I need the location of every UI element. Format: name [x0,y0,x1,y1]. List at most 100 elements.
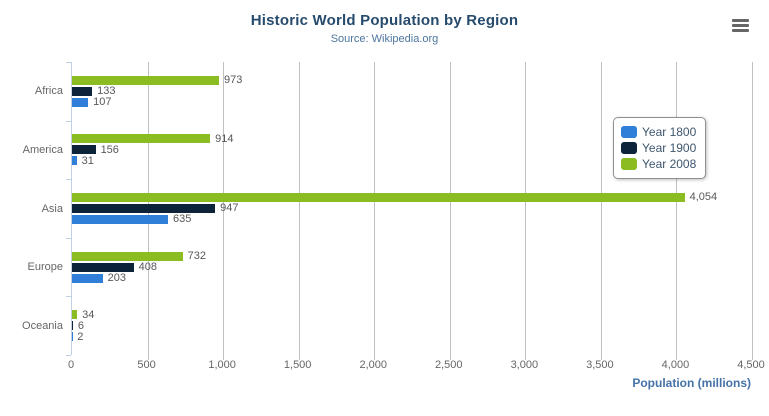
bar-asia-year-1900[interactable] [72,203,216,213]
legend-swatch-icon [621,142,637,154]
x-axis-tick-label: 0 [67,359,75,371]
hamburger-menu-icon[interactable] [732,19,749,34]
bar-asia-year-1800[interactable] [72,214,168,224]
x-axis-tick-label: 4,500 [737,359,765,371]
y-axis-category-labels: Africa America Asia Europe Oceania [0,62,63,355]
bar-value-label: 947 [220,202,239,215]
bar-value-label: 203 [107,272,127,285]
category-label-asia: Asia [41,202,63,215]
bar-line: 2 [72,330,752,343]
gridline [449,62,451,355]
legend-label: Year 1900 [642,141,697,155]
bar-oceania-year-2008[interactable] [72,310,78,320]
bar-america-year-1900[interactable] [72,145,96,155]
bar-line: 732 [72,250,752,263]
category-label-africa: Africa [34,85,63,98]
bar-line: 635 [72,213,752,226]
bar-value-label: 2 [77,330,84,343]
bar-asia-year-2008[interactable] [72,192,685,202]
bar-line: 133 [72,85,752,98]
bar-line: 973 [72,74,752,87]
x-axis-tick-label: 2,000 [359,359,387,371]
bar-africa-year-1800[interactable] [72,97,89,107]
bar-line: 408 [72,261,752,274]
bar-line: 6 [72,319,752,332]
bar-europe-year-2008[interactable] [72,251,183,261]
bar-value-label: 34 [82,308,95,321]
gridline [374,62,376,355]
bar-europe-year-1800[interactable] [72,273,103,283]
bar-value-label: 6 [77,319,85,332]
legend-swatch-icon [621,158,637,170]
legend-item-year-1900[interactable]: Year 1900 [621,141,696,155]
x-axis-title: Population (millions) [632,376,751,390]
x-axis-tick-mark [449,355,451,360]
x-axis-tick-label: 3,500 [586,359,614,371]
bar-value-label: 635 [172,213,192,226]
category-group-africa: 973 133 107 [72,62,752,121]
bar-america-year-2008[interactable] [72,134,211,144]
bar-africa-year-1900[interactable] [72,86,93,96]
x-axis-tick-mark [600,355,602,360]
bar-value-label: 133 [97,85,116,98]
gridline [525,62,527,355]
bar-line: 203 [72,272,752,285]
bar-line: 156 [72,143,752,156]
y-axis-tick-mark [66,62,71,63]
plot-area: 973 133 107 914 156 31 4,054 947 635 732 408 203 34 6… [71,62,753,360]
category-label-europe: Europe [27,261,63,274]
legend-item-year-1800[interactable]: Year 1800 [621,125,696,139]
x-axis-tick-mark [752,355,753,360]
y-axis-tick-mark [66,296,71,298]
x-axis-tick-labels: 0 500 1,000 1,500 2,000 2,500 3,000 3,500 4,000 4… [67,359,765,373]
bar-oceania-year-1900[interactable] [72,321,73,331]
x-axis-tick-label: 500 [137,359,156,371]
bar-europe-year-1900[interactable] [72,262,134,272]
category-group-america: 914 156 31 [72,121,752,180]
bar-line: 947 [72,202,752,215]
hamburger-bar [732,29,749,32]
y-axis-tick-mark [66,120,71,122]
category-label-oceania: Oceania [22,319,63,332]
legend-label: Year 2008 [642,157,697,171]
gridline [223,62,225,355]
x-axis-tick-label: 4,000 [661,359,690,371]
bar-line: 31 [72,154,752,167]
x-axis-tick-mark [676,355,678,360]
legend-swatch-icon [621,126,637,138]
bar-value-label: 31 [81,154,94,167]
category-group-europe: 732 408 203 [72,238,752,297]
bar-america-year-1800[interactable] [72,156,77,166]
gridline [298,62,300,355]
bar-value-label: 973 [224,74,243,87]
bar-line: 34 [72,308,752,321]
category-group-oceania: 34 6 2 [72,296,752,355]
bar-value-label: 107 [93,96,112,109]
gridline [752,62,753,355]
bar-value-label: 914 [215,132,234,145]
chart-subtitle: Source: Wikipedia.org [330,33,439,45]
gridline [600,62,602,355]
y-axis-tick-mark [66,179,71,181]
bar-line: 107 [72,96,752,109]
chart-title: Historic World Population by Region [250,12,519,29]
hamburger-bar [732,24,749,27]
legend-item-year-2008[interactable]: Year 2008 [621,157,696,171]
bar-value-label: 732 [187,250,206,263]
x-axis-tick-mark [298,355,300,360]
category-label-america: America [22,143,63,156]
legend: Year 1800 Year 1900 Year 2008 [613,117,707,179]
category-group-asia: 4,054 947 635 [72,179,752,238]
x-axis-tick-mark [374,355,376,360]
x-axis-tick-label: 1,000 [208,359,236,371]
x-axis-tick-label: 1,500 [283,359,312,371]
x-axis-tick-mark [525,355,527,360]
bar-africa-year-2008[interactable] [72,75,220,85]
bar-value-label: 156 [100,143,119,156]
x-axis-tick-mark [147,355,149,360]
x-axis-tick-label: 3,000 [510,359,539,371]
bar-line: 914 [72,132,752,145]
x-axis-tick-label: 2,500 [435,359,463,371]
bar-value-label: 408 [138,261,157,274]
